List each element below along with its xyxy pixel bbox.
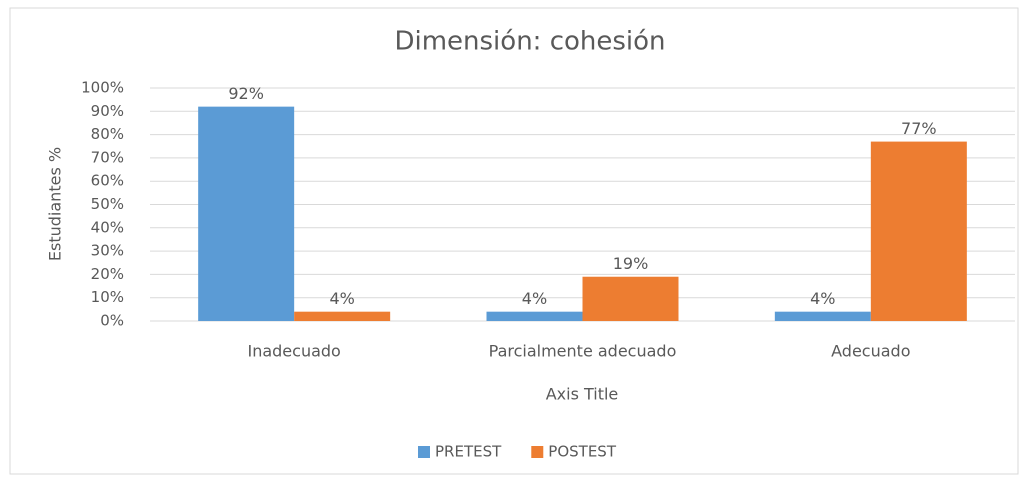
chart-border — [9, 7, 1019, 475]
y-tick-label: 50% — [91, 195, 124, 213]
y-tick-label: 40% — [91, 218, 124, 236]
y-tick-label: 20% — [91, 265, 124, 283]
data-label: 77% — [901, 119, 937, 138]
y-tick-label: 60% — [91, 172, 124, 190]
y-tick-label: 70% — [91, 148, 124, 166]
x-tick-label: Inadecuado — [247, 342, 340, 361]
y-tick-label: 80% — [91, 125, 124, 143]
y-tick-label: 100% — [81, 79, 124, 97]
data-label: 19% — [613, 254, 649, 273]
legend-swatch — [418, 446, 430, 458]
data-label: 4% — [522, 289, 547, 308]
data-label: 92% — [228, 84, 264, 103]
bar — [198, 106, 295, 321]
bar — [294, 311, 391, 321]
x-axis-title: Axis Title — [546, 385, 619, 404]
data-label: 4% — [329, 289, 354, 308]
y-tick-label: 0% — [100, 312, 124, 330]
y-tick-label: 30% — [91, 242, 124, 260]
bar — [870, 141, 967, 321]
y-axis-title: Estudiantes % — [46, 147, 65, 261]
data-label: 4% — [810, 289, 835, 308]
bar — [582, 276, 679, 321]
chart-title: Dimensión: cohesión — [394, 27, 665, 57]
y-tick-label: 90% — [91, 102, 124, 120]
bar — [774, 311, 871, 321]
y-tick-label: 10% — [91, 288, 124, 306]
legend-label: PRETEST — [435, 443, 502, 461]
legend-label: POSTEST — [548, 443, 617, 461]
x-tick-label: Parcialmente adecuado — [489, 342, 677, 361]
bar — [486, 311, 583, 321]
x-tick-label: Adecuado — [831, 342, 910, 361]
legend-swatch — [531, 446, 544, 458]
